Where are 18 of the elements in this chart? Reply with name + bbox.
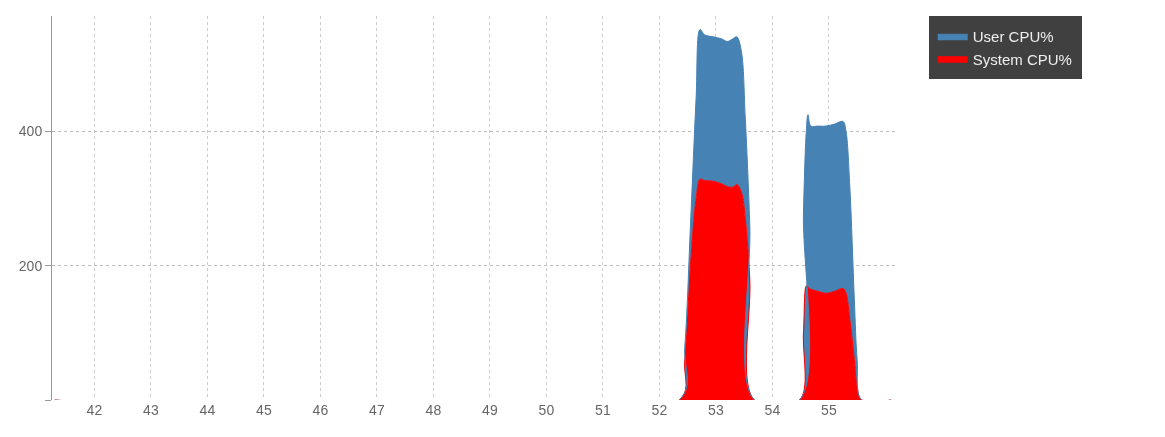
x-tick-label: 44 — [199, 402, 216, 418]
x-tick-label: 52 — [651, 402, 668, 418]
legend-label: System CPU% — [972, 50, 1072, 68]
x-tick-label: 53 — [708, 402, 724, 418]
x-tick-label: 48 — [425, 402, 442, 418]
x-tick-label: 49 — [482, 402, 498, 418]
x-tick-label: 51 — [595, 402, 611, 418]
y-tick-label: 400 — [18, 123, 43, 140]
x-tick-label: 46 — [312, 402, 329, 418]
y-tick-label: 200 — [18, 257, 43, 274]
x-tick-label: 54 — [764, 402, 781, 418]
x-tick-label: 47 — [369, 402, 385, 418]
x-tick-label: 50 — [538, 402, 555, 418]
x-tick-label: 43 — [143, 402, 159, 418]
x-tick-label: 42 — [86, 402, 103, 418]
x-tick-label: 55 — [821, 402, 837, 418]
x-tick-label: 45 — [256, 402, 272, 418]
legend-label: User CPU% — [972, 28, 1054, 46]
